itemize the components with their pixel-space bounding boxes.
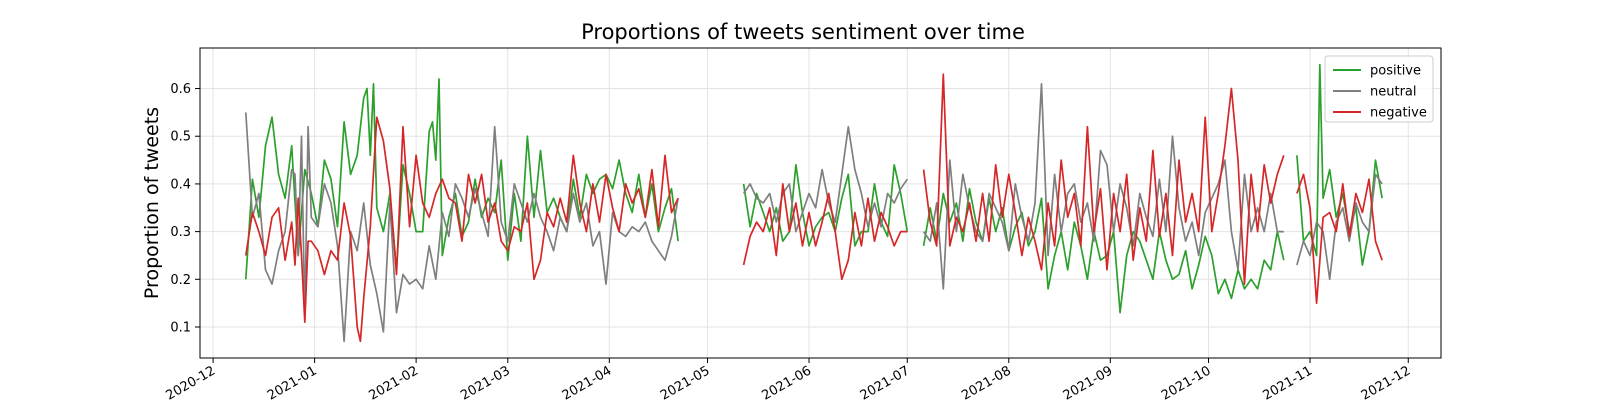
neutral-line-segment (1296, 173, 1383, 281)
x-tick-label: 2021-12 (1359, 363, 1414, 400)
legend-label-positive: positive (1370, 64, 1421, 79)
neutral-line-segment (244, 112, 679, 343)
y-tick-label: 0.6 (170, 82, 191, 97)
x-tick-label: 2021-10 (1159, 363, 1214, 400)
x-tick-label: 2021-07 (858, 363, 913, 400)
x-tick-label: 2021-01 (265, 363, 320, 400)
chart-title: Proportions of tweets sentiment over tim… (581, 20, 1025, 44)
legend-box (1324, 55, 1434, 123)
y-tick-label: 0.2 (170, 273, 191, 288)
negative-line-segment (244, 116, 679, 343)
x-tick-label: 2020-12 (164, 363, 219, 400)
x-axis: 2020-12 2021-01 2021-02 2021-03 2021-04 2021-… (164, 358, 1414, 400)
x-tick-label: 2021-02 (367, 363, 422, 400)
x-tick-label: 2021-06 (759, 363, 814, 400)
x-tick-label: 2021-11 (1260, 363, 1315, 400)
x-tick-label: 2021-04 (560, 363, 615, 400)
y-tick-label: 0.5 (170, 130, 191, 145)
negative-line-segment (1296, 173, 1383, 305)
legend-label-negative: negative (1370, 106, 1427, 121)
series-neutral (244, 82, 1383, 343)
plot-frame (199, 47, 1442, 359)
neutral-line-segment (922, 82, 1284, 290)
series-layer (244, 63, 1383, 343)
y-axis-title: Proportion of tweets (141, 107, 163, 299)
grid (200, 48, 1441, 358)
legend-label-neutral: neutral (1370, 85, 1417, 100)
y-tick-label: 0.3 (170, 225, 191, 240)
series-negative (244, 73, 1383, 343)
positive-line-segment (244, 78, 679, 280)
x-tick-label: 2021-05 (658, 363, 713, 400)
x-tick-label: 2021-08 (959, 363, 1014, 400)
x-tick-label: 2021-09 (1061, 363, 1116, 400)
y-tick-label: 0.4 (170, 177, 191, 192)
legend: positive neutral negative (1324, 55, 1434, 123)
negative-line-segment (742, 183, 908, 281)
y-tick-label: 0.1 (170, 321, 191, 336)
y-axis: 0.1 0.2 0.3 0.4 0.5 0.6 (170, 82, 200, 336)
negative-line-segment (922, 73, 1285, 285)
x-tick-label: 2021-03 (458, 363, 513, 400)
neutral-line-segment (742, 125, 908, 233)
